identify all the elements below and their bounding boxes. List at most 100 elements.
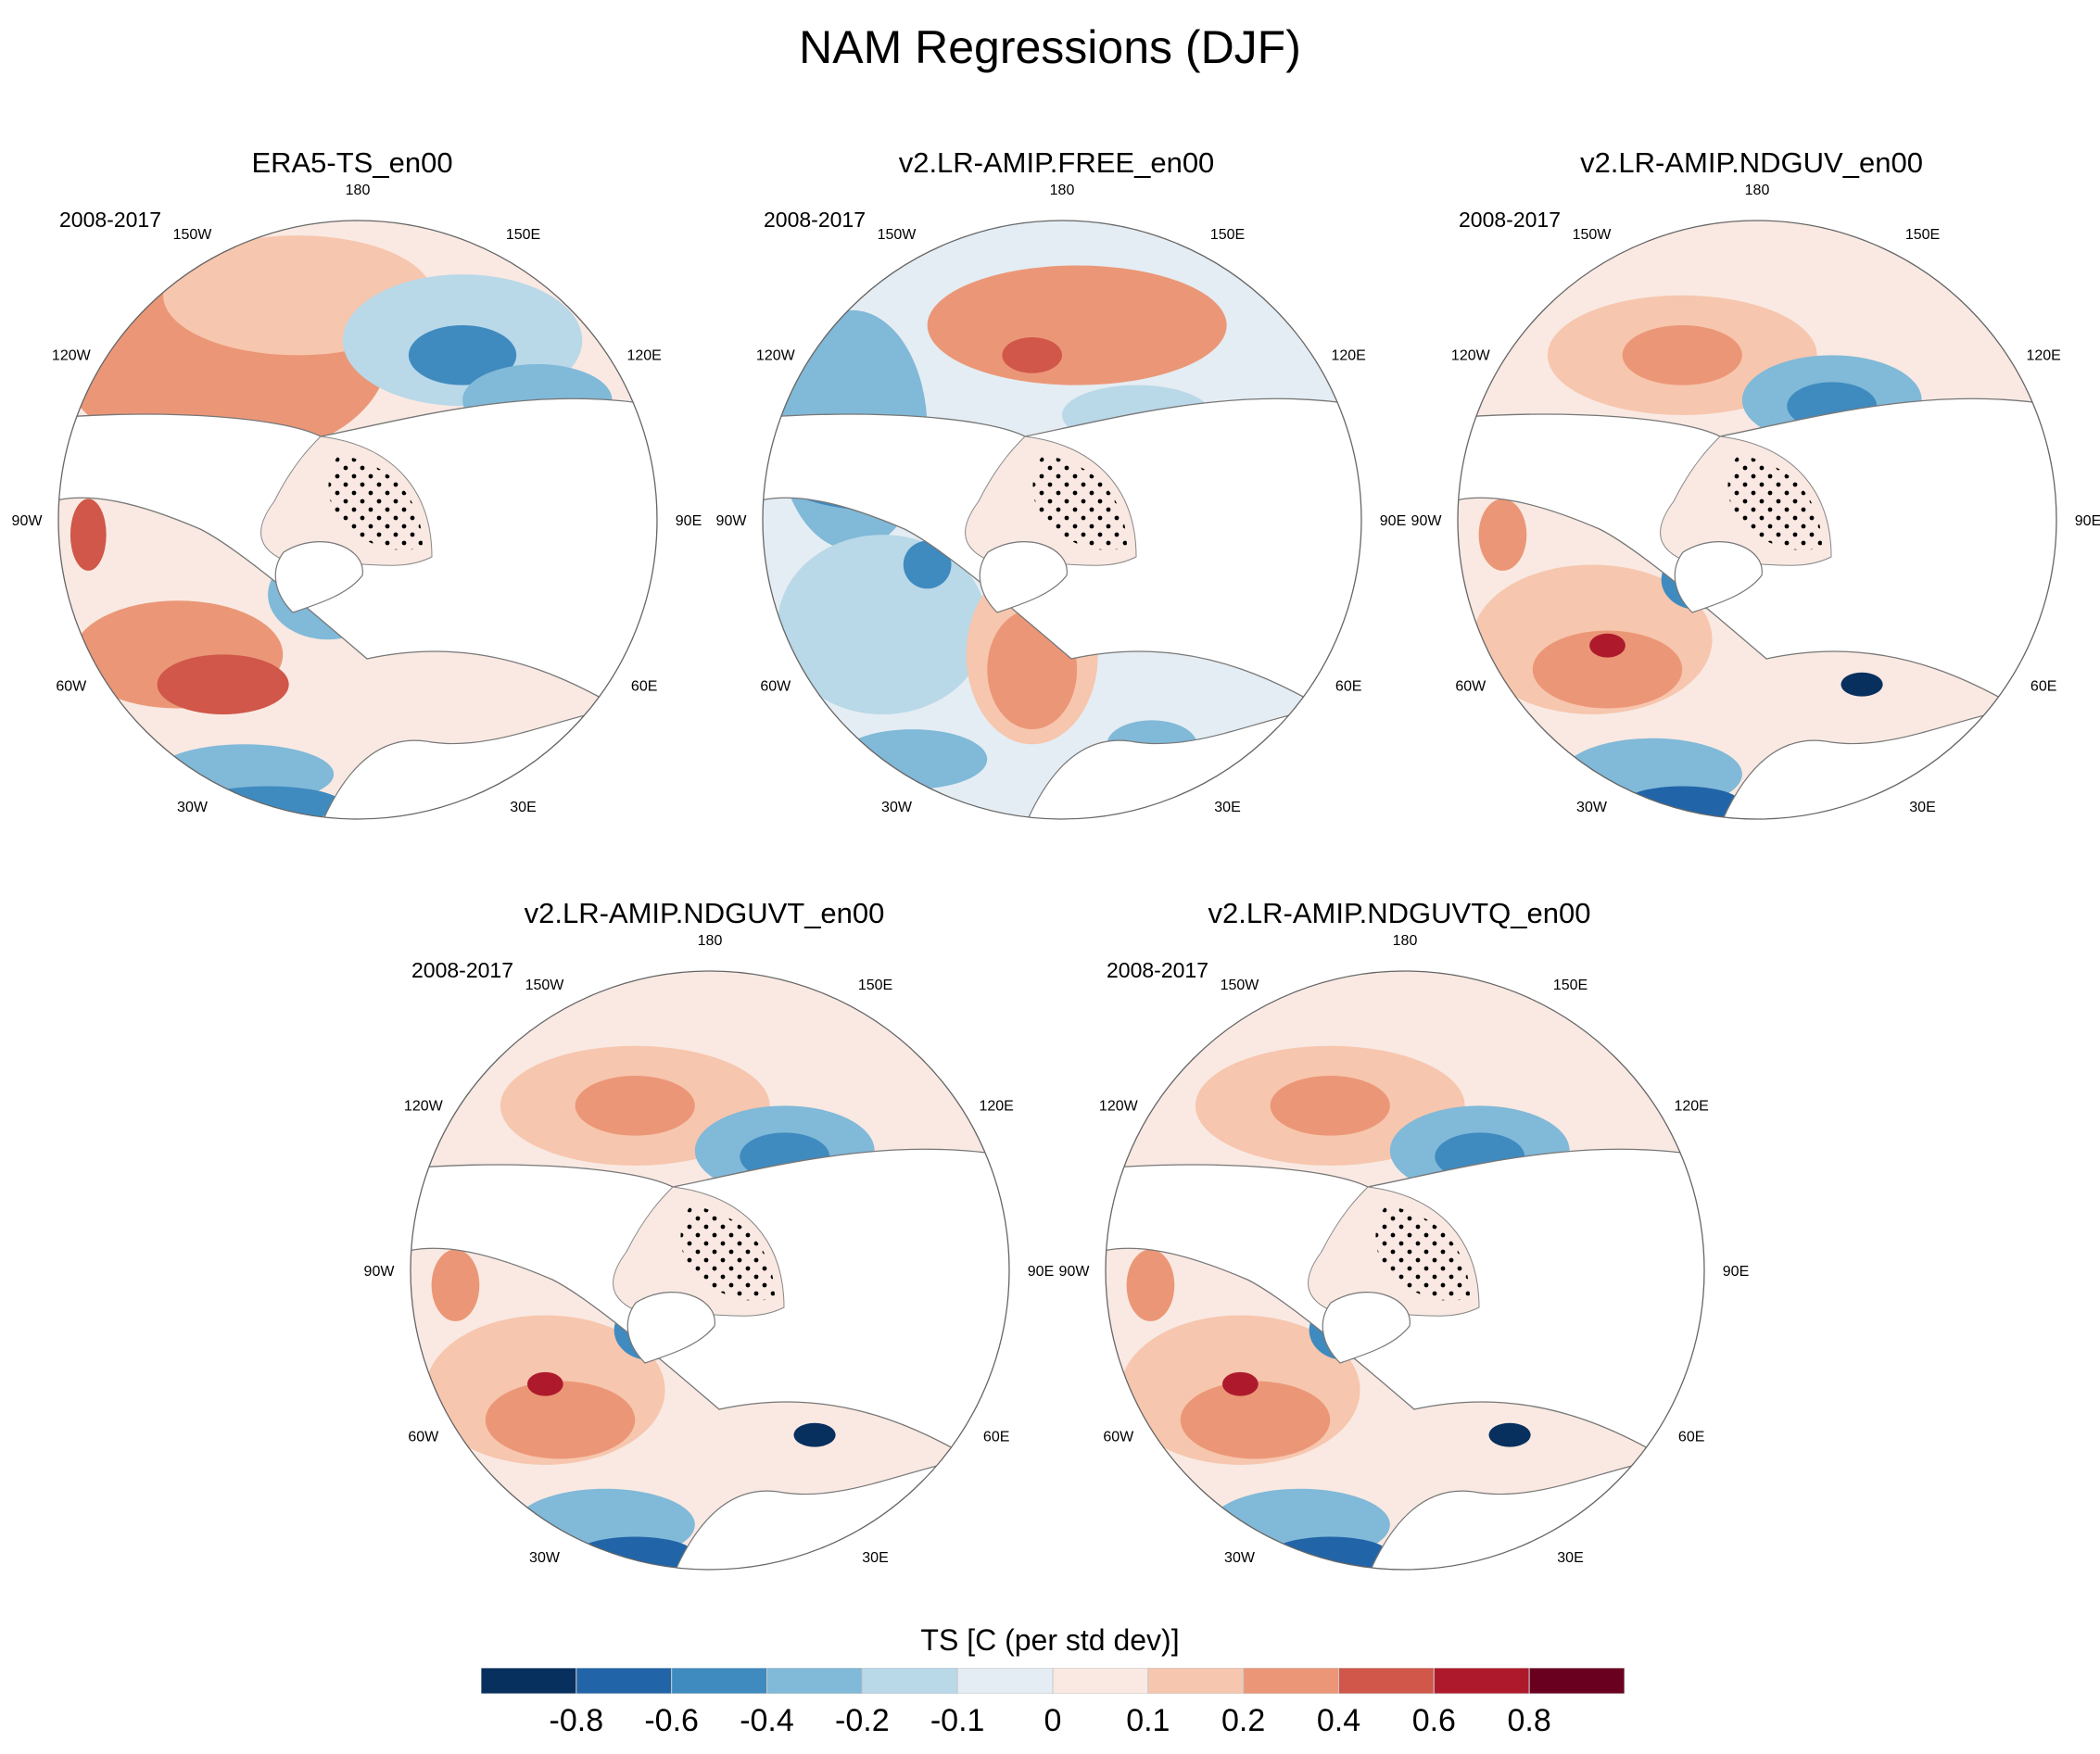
longitude-label: 30E xyxy=(1909,800,1935,815)
colorbar-bin xyxy=(1052,1668,1149,1694)
colorbar-tick-label: -0.1 xyxy=(930,1703,985,1738)
anomaly-region xyxy=(1180,1381,1331,1459)
polar-map: 180150E120E90E60E30E030W60W90W120W150W xyxy=(1059,933,1749,1571)
longitude-label: 90E xyxy=(676,513,702,529)
longitude-label: 60W xyxy=(760,679,791,695)
anomaly-region xyxy=(1841,672,1883,697)
colorbar-tick-label: -0.2 xyxy=(835,1703,890,1738)
longitude-label: 60W xyxy=(1103,1430,1134,1445)
longitude-label: 30E xyxy=(1214,800,1240,815)
anomaly-region xyxy=(837,729,988,789)
anomaly-region xyxy=(1532,630,1683,709)
panel-period-label: 2008-2017 xyxy=(764,208,866,232)
anomaly-region xyxy=(793,1422,836,1447)
colorbar-tick-label: 0.2 xyxy=(1221,1703,1266,1738)
anomaly-region xyxy=(903,540,952,589)
longitude-label: 30W xyxy=(1576,800,1608,815)
significance-stippling xyxy=(1727,455,1822,550)
longitude-label: 90E xyxy=(2075,513,2100,529)
anomaly-region xyxy=(1126,1249,1175,1321)
longitude-label: 60W xyxy=(56,679,87,695)
longitude-label: 90W xyxy=(12,513,44,529)
longitude-label: 120E xyxy=(626,348,661,364)
longitude-label: 30E xyxy=(510,800,536,815)
longitude-label: 180 xyxy=(346,183,371,198)
colorbar-tick-label: 0.4 xyxy=(1316,1703,1361,1738)
polar-map: 180150E120E90E60E30E030W60W90W120W150W xyxy=(716,183,1406,820)
longitude-label: 150W xyxy=(173,227,213,243)
anomaly-region xyxy=(927,265,1227,385)
anomaly-region xyxy=(431,1249,480,1321)
anomaly-region xyxy=(1478,498,1527,571)
longitude-label: 150E xyxy=(1553,978,1588,993)
longitude-label: 60E xyxy=(631,679,657,695)
longitude-label: 120E xyxy=(1331,348,1365,364)
longitude-label: 120W xyxy=(52,348,92,364)
colorbar-bin xyxy=(1528,1668,1625,1694)
polar-map: 180150E120E90E60E30E030W60W90W120W150W xyxy=(1411,183,2100,820)
colorbar-bin xyxy=(576,1668,673,1694)
greenland-land xyxy=(979,541,1068,613)
significance-stippling xyxy=(1032,455,1127,550)
longitude-label: 30W xyxy=(881,800,913,815)
colorbar-bin xyxy=(481,1668,577,1694)
colorbar-tick-label: -0.4 xyxy=(740,1703,794,1738)
longitude-label: 150W xyxy=(525,978,565,993)
longitude-label: 180 xyxy=(1050,183,1075,198)
anomaly-region xyxy=(1488,1422,1531,1447)
longitude-label: 120W xyxy=(1099,1099,1139,1115)
anomaly-region xyxy=(1221,1371,1259,1396)
greenland-land xyxy=(626,1292,715,1364)
longitude-label: 90E xyxy=(1380,513,1406,529)
longitude-label: 90W xyxy=(1411,513,1443,529)
panel-title: v2.LR-AMIP.NDGUVT_en00 xyxy=(524,897,885,929)
anomaly-region xyxy=(526,1371,563,1396)
longitude-label: 30E xyxy=(862,1550,888,1566)
longitude-label: 30W xyxy=(1224,1550,1256,1566)
colorbar-bin xyxy=(861,1668,958,1694)
longitude-label: 90W xyxy=(364,1264,396,1280)
longitude-label: 90W xyxy=(716,513,748,529)
panel-period-label: 2008-2017 xyxy=(411,958,513,982)
significance-stippling xyxy=(1375,1205,1470,1301)
map-panel: ERA5-TS_en00 2008-2017 180 150E 120E 90E 60E 30… xyxy=(0,139,704,843)
longitude-label: 60W xyxy=(408,1430,439,1445)
longitude-label: 90E xyxy=(1028,1264,1054,1280)
longitude-label: 30W xyxy=(529,1550,561,1566)
panel-title: v2.LR-AMIP.FREE_en00 xyxy=(898,146,1215,179)
map-boundary xyxy=(1457,220,2057,820)
colorbar-tick-label: 0 xyxy=(1044,1703,1062,1738)
colorbar-tick-label: -0.6 xyxy=(644,1703,699,1738)
anomaly-region xyxy=(408,325,517,385)
colorbar-bin xyxy=(1243,1668,1340,1694)
greenland-land xyxy=(1322,1292,1411,1364)
panel-period-label: 2008-2017 xyxy=(1459,208,1561,232)
longitude-label: 60E xyxy=(2030,679,2056,695)
map-panel: v2.LR-AMIP.NDGUVTQ_en00 2008-2017 180 150E 1… xyxy=(1047,890,1752,1594)
panel-title: v2.LR-AMIP.NDGUVTQ_en00 xyxy=(1208,897,1591,929)
panel-title: v2.LR-AMIP.NDGUV_en00 xyxy=(1580,146,1923,179)
panel-title: ERA5-TS_en00 xyxy=(251,146,453,179)
colorbar-bin xyxy=(956,1668,1054,1694)
colorbar-bin xyxy=(1338,1668,1435,1694)
significance-stippling xyxy=(680,1205,775,1301)
panel-period-label: 2008-2017 xyxy=(1107,958,1208,982)
anomaly-region xyxy=(1270,1076,1390,1136)
longitude-label: 150W xyxy=(1221,978,1260,993)
longitude-label: 120W xyxy=(1451,348,1491,364)
colorbar-bin xyxy=(766,1668,863,1694)
colorbar-tick-label: 0.8 xyxy=(1507,1703,1551,1738)
polar-map: 180150E120E90E60E30E030W60W90W120W150W xyxy=(364,933,1054,1571)
longitude-label: 60E xyxy=(983,1430,1009,1445)
longitude-label: 180 xyxy=(698,933,723,949)
anomaly-region xyxy=(157,654,289,714)
colorbar-tick-label: 0.1 xyxy=(1126,1703,1170,1738)
anomaly-region xyxy=(1589,633,1626,658)
anomaly-region xyxy=(70,498,107,571)
longitude-label: 120W xyxy=(404,1099,444,1115)
longitude-label: 90E xyxy=(1723,1264,1749,1280)
longitude-label: 150E xyxy=(1905,227,1940,243)
longitude-label: 180 xyxy=(1393,933,1418,949)
longitude-label: 90W xyxy=(1059,1264,1091,1280)
longitude-label: 30E xyxy=(1557,1550,1583,1566)
